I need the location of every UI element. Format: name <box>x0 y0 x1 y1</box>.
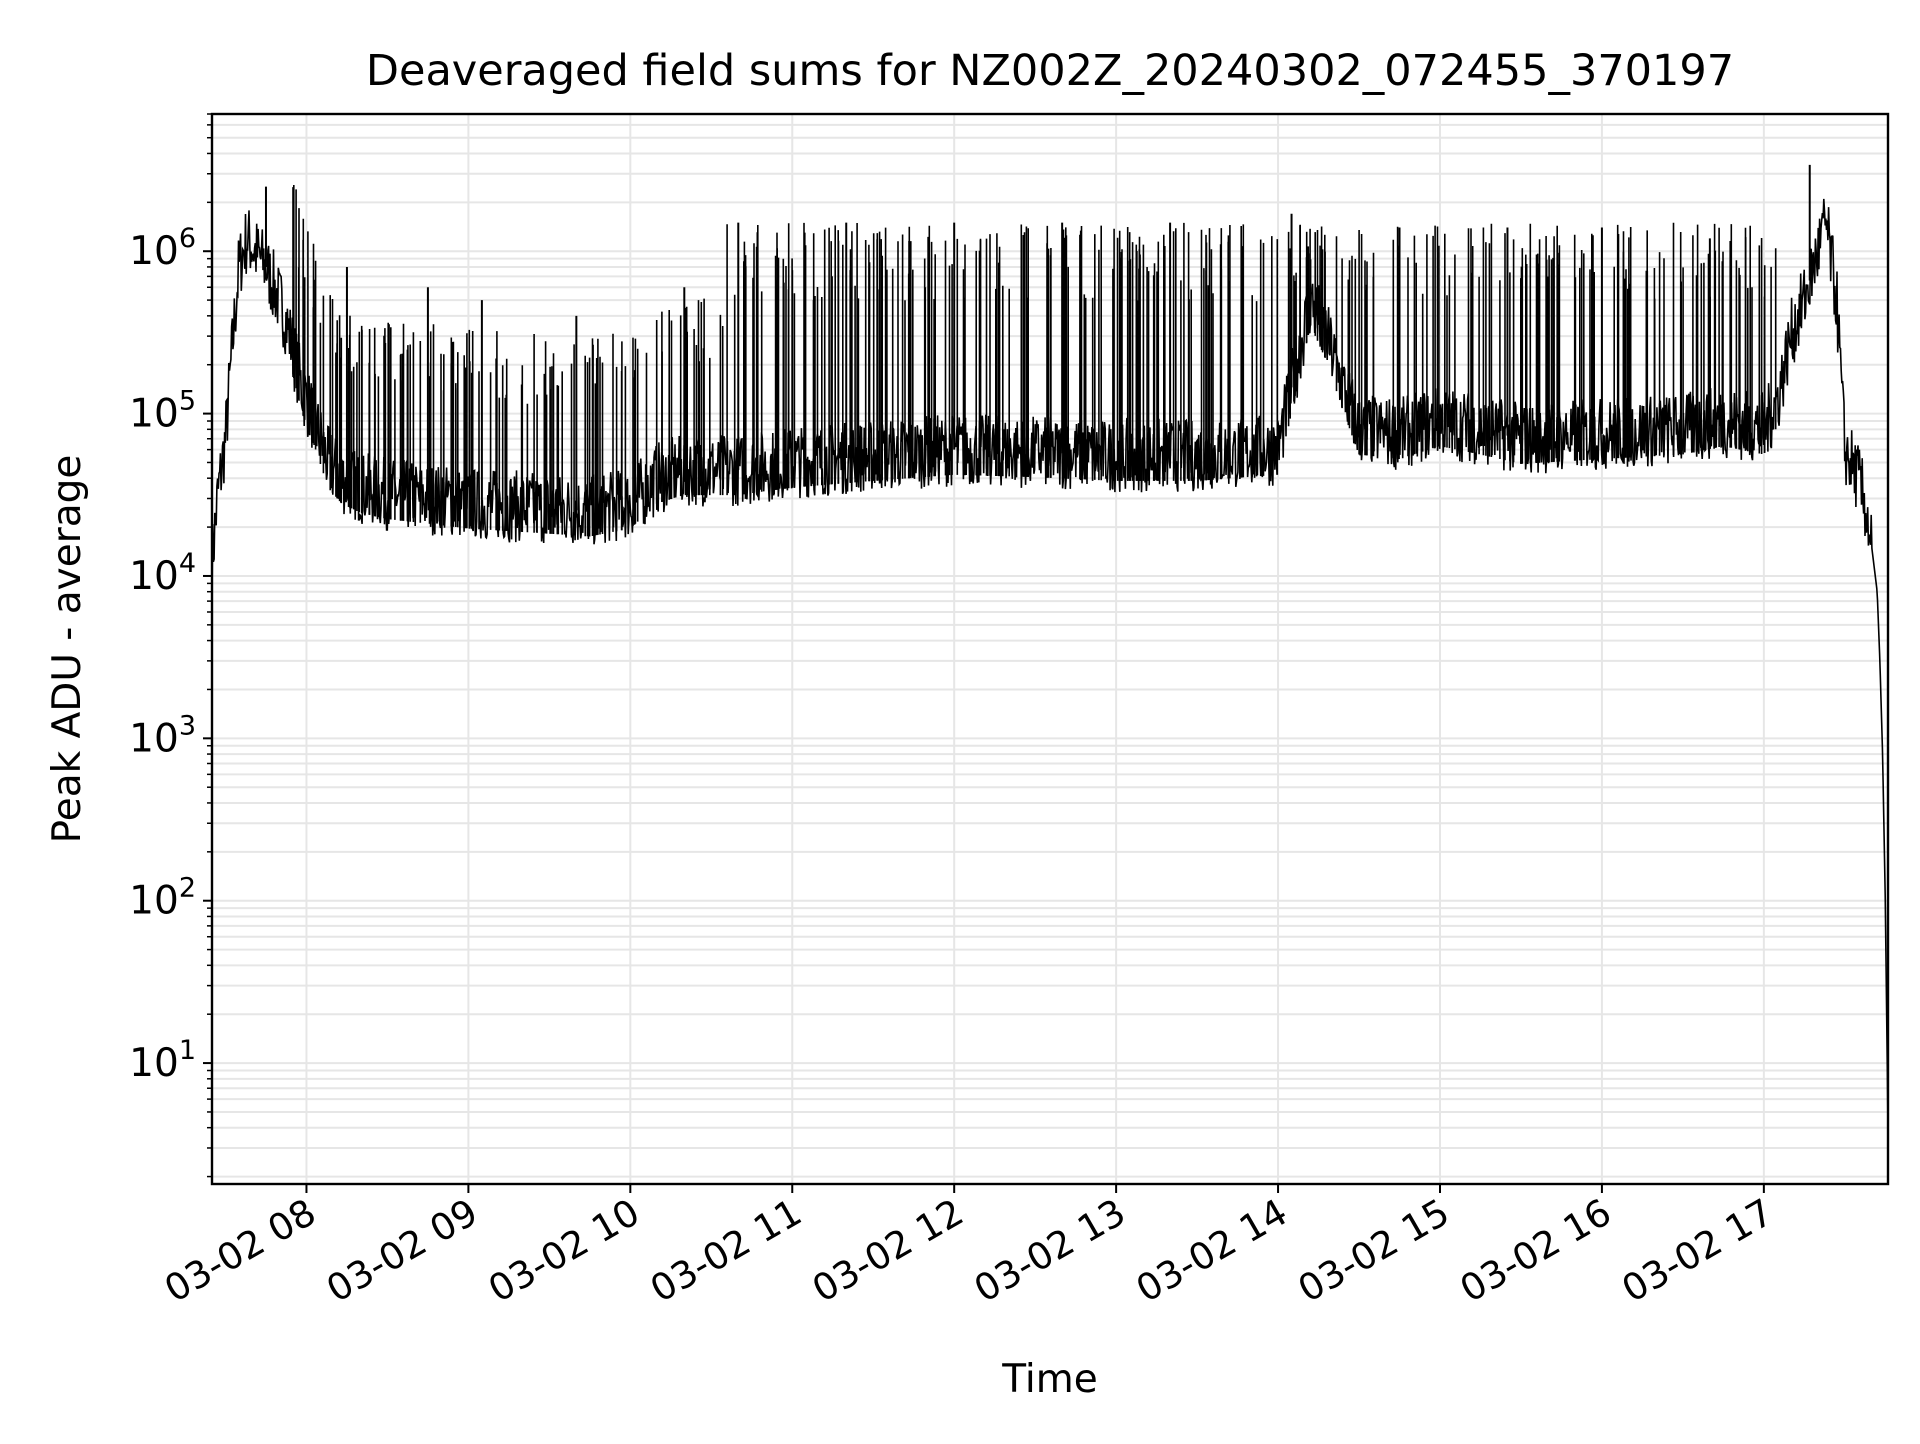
y-tick-label: 106 <box>129 223 196 274</box>
y-tick-label: 104 <box>129 548 196 599</box>
x-axis-label: Time <box>1001 1357 1097 1402</box>
y-axis-label: Peak ADU - average <box>45 455 90 844</box>
chart-title: Deaveraged field sums for NZ002Z_2024030… <box>366 46 1734 96</box>
plot-frame <box>210 112 1890 1186</box>
y-tick-label: 102 <box>129 873 196 924</box>
y-tick-label: 101 <box>129 1035 196 1086</box>
grid-lines <box>212 113 1888 1184</box>
y-tick-label: 103 <box>129 710 196 761</box>
data-series <box>211 164 1889 1128</box>
y-tick-label: 105 <box>129 386 196 437</box>
